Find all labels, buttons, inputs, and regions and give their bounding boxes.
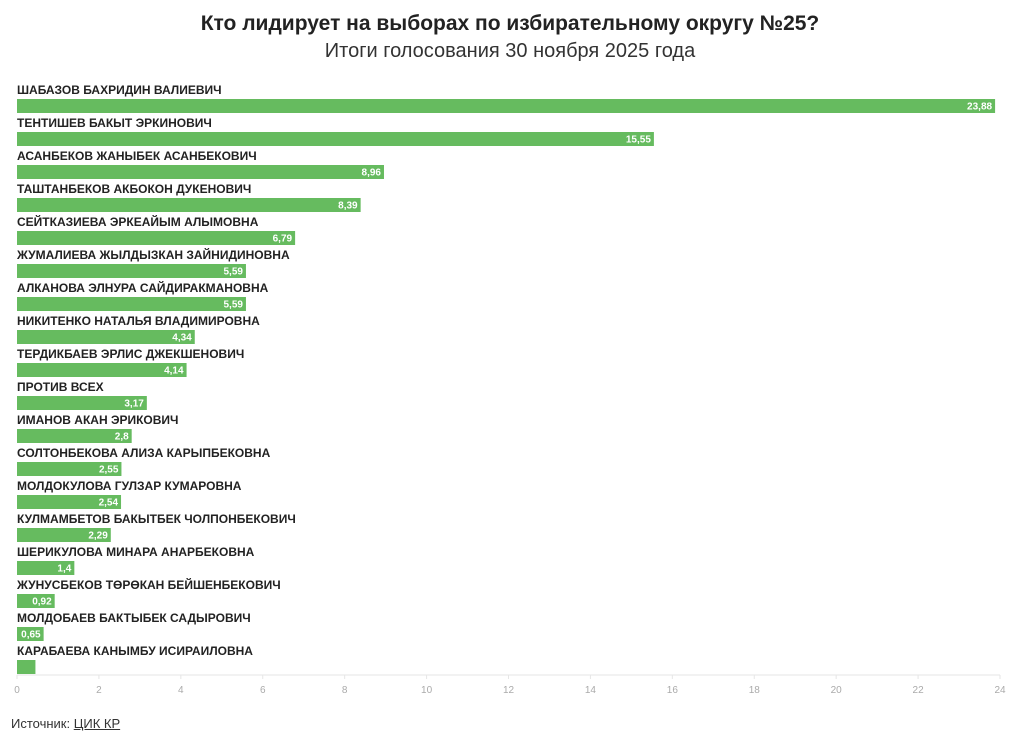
bar-value-label: 2,29 [88, 531, 108, 542]
bar-category-label: ШАБАЗОВ БАХРИДИН ВАЛИЕВИЧ [17, 83, 222, 97]
bar-value-label: 2,54 [99, 498, 119, 509]
bar-category-label: ШЕРИКУЛОВА МИНАРА АНАРБЕКОВНА [17, 545, 255, 559]
x-tick-label: 12 [503, 685, 515, 696]
bar [17, 264, 246, 278]
bar-category-label: АСАНБЕКОВ ЖАНЫБЕК АСАНБЕКОВИЧ [17, 149, 257, 163]
bar [17, 627, 44, 641]
bar [17, 429, 132, 443]
bar-value-label: 2,55 [99, 465, 119, 476]
bar-category-label: СЕЙТКАЗИЕВА ЭРКЕАЙЫМ АЛЫМОВНА [17, 214, 259, 229]
bar [17, 330, 195, 344]
bar-category-label: МОЛДОБАЕВ БАКТЫБЕК САДЫРОВИЧ [17, 611, 251, 625]
bar [17, 231, 296, 245]
bar-category-label: ЖУНУСБЕКОВ ТӨРӨКАН БЕЙШЕНБЕКОВИЧ [16, 577, 281, 592]
bar-value-label: 5,59 [223, 300, 243, 311]
chart-title: Кто лидирует на выборах по избирательном… [200, 12, 820, 35]
bar-category-label: КАРАБАЕВА КАНЫМБУ ИСИРАИЛОВНА [17, 644, 253, 658]
x-tick-label: 10 [421, 685, 433, 696]
source-label: Источник: [11, 716, 71, 731]
bar-category-label: ТАШТАНБЕКОВ АКБОКОН ДУКЕНОВИЧ [17, 182, 251, 196]
bar [17, 528, 111, 542]
bar-category-label: ЖУМАЛИЕВА ЖЫЛДЫЗКАН ЗАЙНИДИНОВНА [16, 247, 290, 262]
bar [17, 594, 55, 608]
x-tick-label: 24 [994, 685, 1006, 696]
bar-category-label: СОЛТОНБЕКОВА АЛИЗА КАРЫПБЕКОВНА [17, 446, 271, 460]
bar [17, 198, 361, 212]
bar-value-label: 0,92 [32, 597, 52, 608]
source-footer: Источник: ЦИК КР [11, 716, 120, 731]
bar-value-label: 2,8 [115, 432, 129, 443]
bar [17, 99, 996, 113]
bar-value-label: 8,96 [362, 168, 382, 179]
bar-value-label: 15,55 [626, 135, 651, 146]
bar [17, 561, 75, 575]
bar [17, 396, 147, 410]
x-tick-label: 2 [96, 685, 102, 696]
x-tick-label: 4 [178, 685, 184, 696]
bar-category-label: КУЛМАМБЕТОВ БАКЫТБЕК ЧОЛПОНБЕКОВИЧ [17, 512, 296, 526]
bar [17, 495, 122, 509]
bar-value-label: 0,65 [21, 630, 41, 641]
x-tick-label: 18 [749, 685, 761, 696]
chart-header: Кто лидирует на выборах по избирательном… [0, 10, 1020, 64]
bar [17, 165, 384, 179]
x-tick-label: 16 [667, 685, 679, 696]
x-tick-label: 14 [585, 685, 597, 696]
x-tick-label: 22 [913, 685, 925, 696]
bar [17, 297, 246, 311]
bar-value-label: 6,79 [273, 234, 293, 245]
source-link[interactable]: ЦИК КР [73, 716, 121, 731]
bar-category-label: ТЕРДИКБАЕВ ЭРЛИС ДЖЕКШЕНОВИЧ [17, 347, 244, 361]
bar [17, 363, 187, 377]
bar-category-label: ПРОТИВ ВСЕХ [17, 380, 104, 394]
bar-category-label: ТЕНТИШЕВ БАКЫТ ЭРКИНОВИЧ [17, 116, 212, 130]
bar-value-label: 23,88 [967, 102, 992, 113]
bar [17, 462, 122, 476]
bar-value-label: 4,34 [172, 333, 192, 344]
bar-value-label: 5,59 [223, 267, 243, 278]
bar [17, 660, 36, 674]
bar-value-label: 4,14 [164, 366, 184, 377]
bar-category-label: НИКИТЕНКО НАТАЛЬЯ ВЛАДИМИРОВНА [17, 314, 260, 328]
bar-value-label: 1,4 [57, 564, 71, 575]
x-tick-label: 6 [260, 685, 266, 696]
bar-category-label: МОЛДОКУЛОВА ГУЛЗАР КУМАРОВНА [17, 479, 242, 493]
x-tick-label: 20 [831, 685, 843, 696]
chart-subtitle: Итоги голосования 30 ноября 2025 года [324, 40, 696, 62]
bar-value-label: 8,39 [338, 201, 358, 212]
bar-value-label: 3,17 [124, 399, 144, 410]
x-tick-label: 0 [14, 685, 20, 696]
bar [17, 132, 654, 146]
bar-category-label: АЛКАНОВА ЭЛНУРА САЙДИРАКМАНОВНА [17, 280, 269, 295]
bar-category-label: ИМАНОВ АКАН ЭРИКОВИЧ [17, 413, 179, 427]
x-tick-label: 8 [342, 685, 348, 696]
bar-chart: ШАБАЗОВ БАХРИДИН ВАЛИЕВИЧ 23,88 ТЕНТИШЕВ Б… [14, 83, 1006, 696]
